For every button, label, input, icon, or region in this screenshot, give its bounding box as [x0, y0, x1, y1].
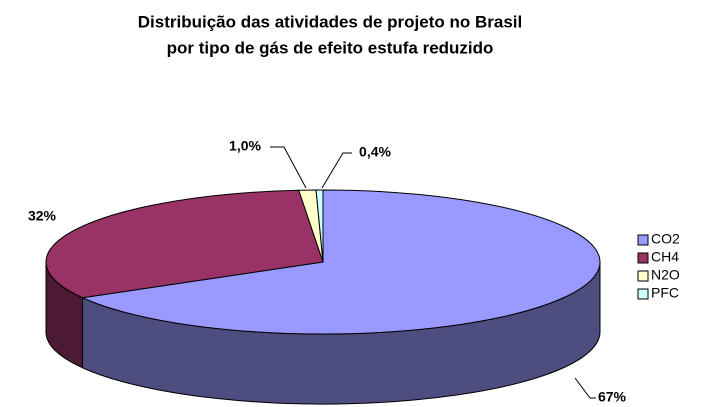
legend-label: PFC: [651, 285, 679, 301]
pie-slice: [80, 189, 601, 335]
legend-swatch: [637, 252, 649, 264]
pie-slice: [315, 189, 324, 263]
legend-swatch: [637, 234, 649, 246]
data-label: 1,0%: [229, 138, 261, 154]
chart-title: por tipo de gás de efeito estufa reduzid…: [167, 38, 494, 57]
data-label: 32%: [28, 208, 57, 224]
leader-line: [270, 146, 307, 189]
data-label: 67%: [598, 389, 627, 405]
legend-swatch: [637, 288, 649, 300]
legend-label: N2O: [651, 267, 680, 283]
leader-line: [321, 152, 352, 189]
legend-label: CO2: [651, 231, 680, 247]
data-label: 0,4%: [359, 144, 391, 160]
chart-title: Distribuição das atividades de projeto n…: [138, 12, 522, 31]
leader-line: [574, 377, 596, 399]
pie-slice: [45, 189, 324, 299]
legend-label: CH4: [651, 249, 679, 265]
legend-swatch: [637, 270, 649, 282]
